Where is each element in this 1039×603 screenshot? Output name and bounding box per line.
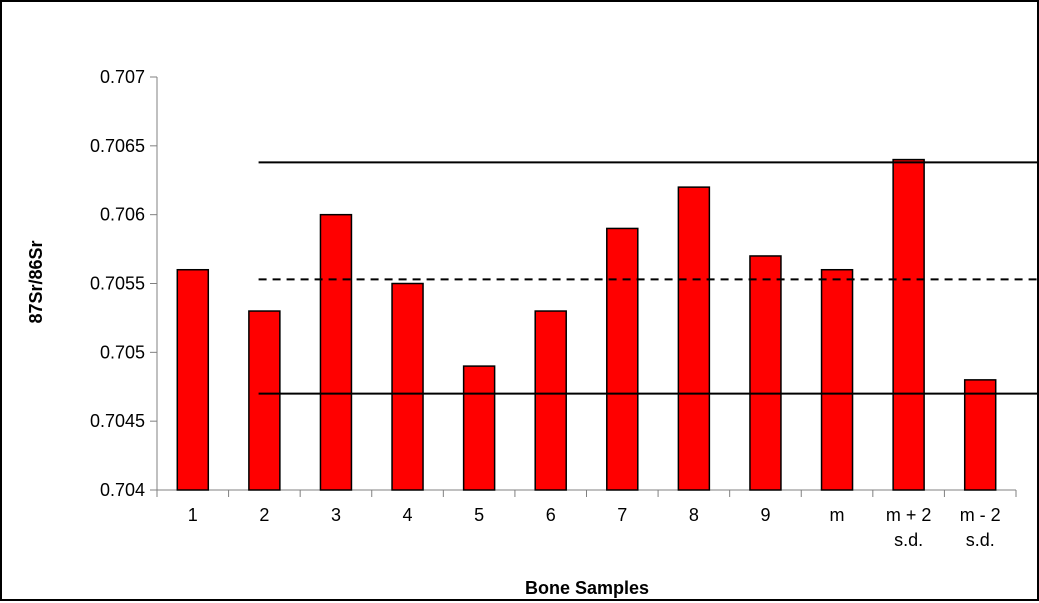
- y-tick-label: 0.7065: [90, 136, 145, 156]
- y-tick-label: 0.704: [100, 480, 145, 500]
- bar: [248, 310, 281, 491]
- y-tick-label: 0.705: [100, 342, 145, 362]
- bar: [820, 268, 854, 491]
- x-axis-title: Bone Samples: [525, 578, 649, 598]
- y-axis: 0.704 0.7045 0.705 0.7055 0.706 0.7065 0.707: [90, 67, 158, 500]
- x-tick-label: 4: [403, 505, 413, 525]
- y-tick-label: 0.706: [100, 205, 145, 225]
- bar: [319, 213, 353, 491]
- bar: [176, 268, 210, 491]
- bar: [963, 379, 997, 491]
- x-tick-label: 6: [546, 505, 556, 525]
- x-tick-label: 7: [617, 505, 627, 525]
- y-tick-label: 0.7055: [90, 274, 145, 294]
- x-axis: 1 2 3 4 5 6 7 8 9 m m + 2 s.d. m - 2 s.d.: [156, 489, 1017, 550]
- y-tick-label: 0.707: [100, 67, 145, 87]
- x-tick-label: m - 2 s.d.: [960, 505, 1001, 550]
- bar: [892, 158, 925, 491]
- bar: [677, 186, 711, 491]
- x-tick-label: 2: [259, 505, 269, 525]
- x-tick-label: m + 2 s.d.: [886, 505, 932, 550]
- x-tick-label: 1: [188, 505, 198, 525]
- x-tick-label: 3: [331, 505, 341, 525]
- bar: [391, 282, 424, 491]
- bar: [462, 365, 496, 491]
- y-axis-title: 87Sr/86Sr: [26, 240, 46, 323]
- bar: [749, 255, 782, 491]
- bars: [176, 158, 997, 491]
- bar: [606, 227, 639, 491]
- x-tick-label: 9: [760, 505, 770, 525]
- bar: [534, 310, 567, 491]
- x-tick-label: 5: [474, 505, 484, 525]
- x-tick-label: 8: [689, 505, 699, 525]
- reference-lines: [258, 161, 1039, 395]
- y-tick-label: 0.7045: [90, 411, 145, 431]
- x-tick-label: m: [830, 505, 845, 525]
